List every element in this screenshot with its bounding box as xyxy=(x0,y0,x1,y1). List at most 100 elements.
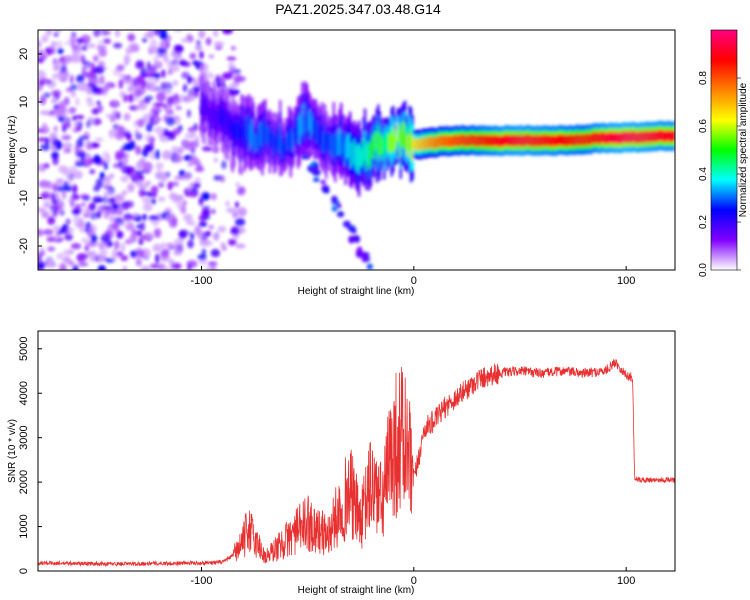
spectrogram-noise-blob xyxy=(173,92,179,100)
spectrogram-ridge-cell xyxy=(502,135,505,147)
spectrogram-noise-blob xyxy=(199,50,204,60)
spectrogram-ridge-cell xyxy=(512,134,515,147)
spectrogram-noise-blob xyxy=(43,163,50,169)
colorbar-tick-label: 0.0 xyxy=(698,263,709,277)
spectrogram-noise-blob xyxy=(51,73,63,80)
spectrogram-noise-blob xyxy=(111,252,118,262)
spectrogram-noise-blob xyxy=(221,72,233,80)
spectrogram-noise-blob xyxy=(173,154,183,163)
spectrogram-ridge-cell xyxy=(524,134,527,146)
spectrogram-ridge-cell xyxy=(542,134,545,146)
spectrogram-noise-blob xyxy=(66,261,76,267)
spectrogram-noise-blob xyxy=(165,109,174,115)
spectrogram-noise-blob xyxy=(102,151,110,159)
spectrogram-noise-blob xyxy=(175,105,182,111)
spectrogram-noise-blob xyxy=(118,79,124,90)
spectrogram-noise-blob xyxy=(64,55,72,64)
spectrogram-noise-blob xyxy=(205,37,212,46)
spectrogram-noise-blob xyxy=(212,233,220,240)
spectrogram-noise-blob xyxy=(48,110,56,115)
spectrogram-ridge-cell xyxy=(622,131,625,143)
spectrogram-ridge-cell xyxy=(591,132,594,144)
spectrogram-y-tick-label: -10 xyxy=(18,190,30,206)
spectrogram-noise-blob xyxy=(46,236,56,243)
spectrogram-noise-blob xyxy=(159,40,167,49)
spectrogram-branch-blob xyxy=(357,246,363,253)
spectrogram-noise-blob xyxy=(145,180,152,186)
spectrogram-ridge-cell xyxy=(577,134,581,147)
spectrogram-noise-blob xyxy=(140,73,151,78)
spectrogram-ridge-cell xyxy=(463,134,466,147)
spectrogram-noise-blob xyxy=(142,37,148,43)
spectrogram-ridge-cell xyxy=(369,142,373,168)
spectrogram-noise-blob xyxy=(41,36,49,43)
spectrogram-ridge-cell xyxy=(375,131,379,161)
spectrogram-ridge-cell xyxy=(632,130,636,143)
spectrogram-noise-blob xyxy=(93,197,104,203)
spectrogram-ridge-cell xyxy=(521,135,524,148)
spectrogram-ridge-cell xyxy=(644,130,648,142)
spectrogram-noise-blob xyxy=(143,144,154,153)
spectrogram-noise-blob xyxy=(226,207,237,213)
spectrogram-noise-blob xyxy=(45,137,50,146)
spectrogram-ridge-cell xyxy=(357,143,361,174)
spectrogram-noise-blob xyxy=(122,255,129,261)
spectrogram-ridge-cell xyxy=(574,134,578,146)
spectrogram-noise-blob xyxy=(82,196,91,202)
spectrogram-ridge-cell xyxy=(314,116,318,140)
spectrogram-noise-blob xyxy=(78,262,89,267)
spectrogram-noise-blob xyxy=(101,233,111,243)
spectrogram-ridge-cell xyxy=(261,124,264,154)
spectrogram-ridge-cell xyxy=(400,123,404,148)
spectrogram-ridge-cell xyxy=(595,132,599,144)
spectrogram-noise-blob xyxy=(38,179,50,189)
spectrogram-ridge-cell xyxy=(259,122,263,146)
spectrogram-ridge-cell xyxy=(341,139,344,160)
spectrogram-ridge-cell xyxy=(378,132,382,160)
spectrogram-ridge-cell xyxy=(586,132,590,145)
spectrogram-ridge-cell xyxy=(582,133,585,145)
spectrogram-noise-blob xyxy=(128,93,134,103)
spectrogram-noise-blob xyxy=(90,211,98,220)
spectrogram-noise-blob xyxy=(114,194,123,203)
spectrogram-ridge-cell xyxy=(215,109,218,134)
snr-series-line xyxy=(38,358,675,568)
spectrogram-ridge-cell xyxy=(308,110,312,131)
spectrogram-ridge-cell xyxy=(322,132,325,153)
spectrogram-ridge-cell xyxy=(604,132,607,145)
spectrogram-noise-blob xyxy=(115,111,121,120)
spectrogram-branch-blob xyxy=(331,195,338,203)
spectrogram-noise-blob xyxy=(123,54,131,65)
spectrogram-x-axis-label: Height of straight line (km) xyxy=(298,286,415,297)
spectrogram-noise-blob xyxy=(76,138,84,147)
spectrogram-ridge-cell xyxy=(661,130,664,142)
spectrogram-noise-blob xyxy=(142,202,153,212)
spectrogram-ridge-cell xyxy=(348,134,352,164)
spectrogram-noise-blob xyxy=(163,267,169,270)
spectrogram-ridge-cell xyxy=(671,130,674,143)
spectrogram-noise-blob xyxy=(51,151,59,160)
spectrogram-noise-blob xyxy=(112,123,120,131)
spectrogram-ridge-cell xyxy=(313,117,316,142)
spectrogram-noise-blob xyxy=(135,255,143,261)
spectrogram-ridge-cell xyxy=(637,132,640,144)
spectrogram-noise-blob xyxy=(161,81,169,87)
spectrogram-branch-blob xyxy=(312,177,320,183)
spectrogram-ridge-cell xyxy=(450,135,453,148)
spectrogram-ridge-cell xyxy=(610,132,613,144)
spectrogram-noise-blob xyxy=(103,84,110,93)
spectrogram-ridge-cell xyxy=(455,134,459,146)
spectrogram-ridge-cell xyxy=(354,145,358,170)
spectrogram-noise-blob xyxy=(82,60,90,66)
spectrogram-ridge-cell xyxy=(331,134,334,158)
spectrogram-ridge-cell xyxy=(230,117,233,135)
spectrogram-noise-blob xyxy=(81,67,87,77)
snr-y-tick-label: 1000 xyxy=(18,514,30,538)
spectrogram-noise-blob xyxy=(160,249,170,258)
spectrogram-noise-blob xyxy=(187,89,195,99)
spectrogram-ridge-cell xyxy=(469,134,472,147)
spectrogram-ridge-cell xyxy=(381,138,385,155)
spectrogram-y-tick-label: 20 xyxy=(18,48,30,60)
spectrogram-noise-blob xyxy=(196,39,201,47)
snr-y-ticks: 0 1000 2000 3000 4000 5000 xyxy=(18,337,42,574)
